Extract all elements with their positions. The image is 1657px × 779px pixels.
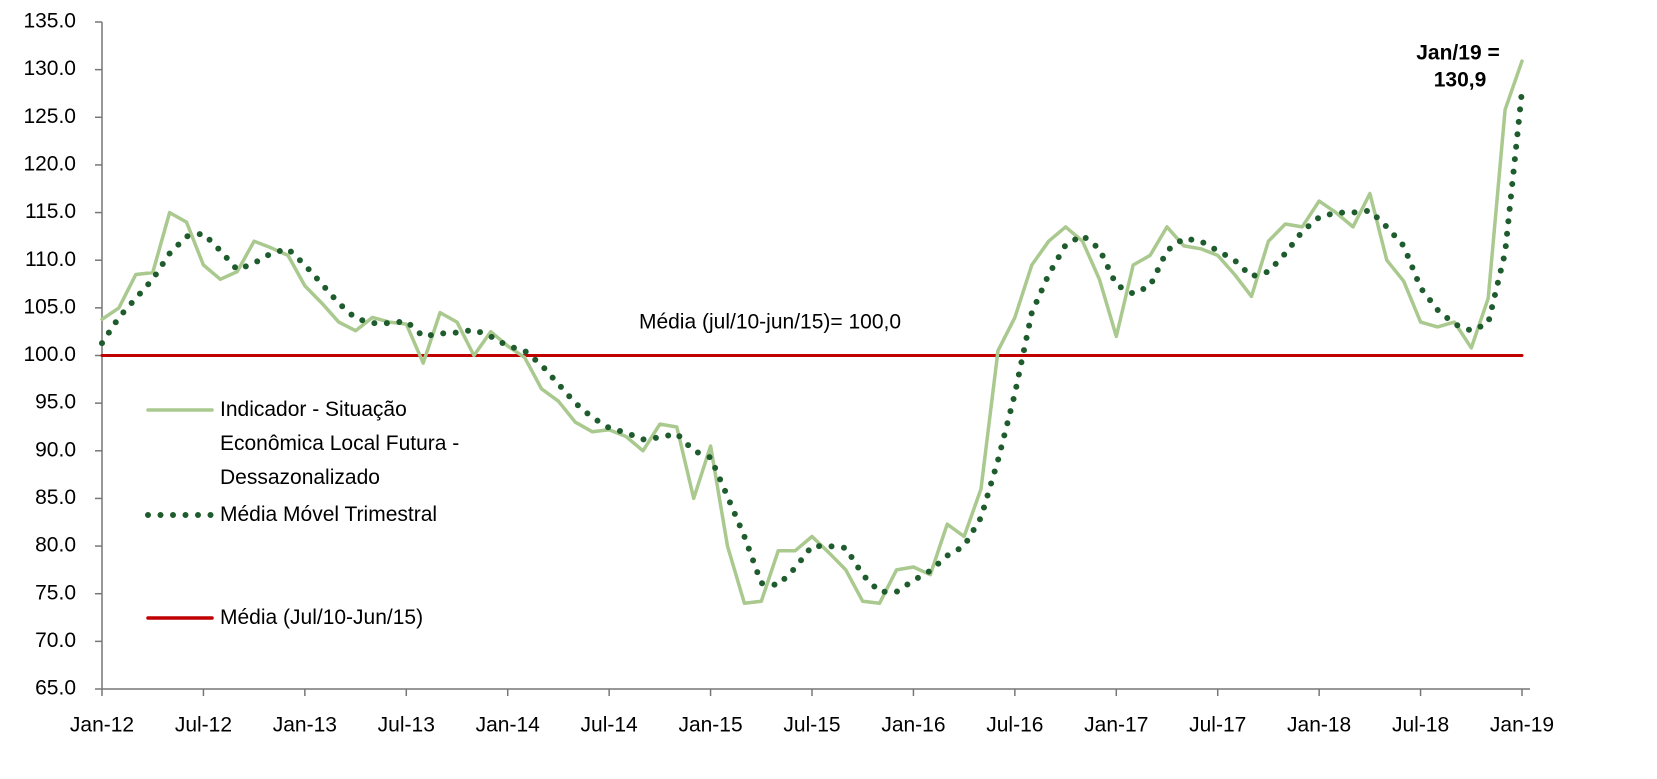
x-tick-label: Jul-17 xyxy=(1189,714,1246,737)
y-tick-label: 80.0 xyxy=(35,534,76,557)
y-tick-label: 75.0 xyxy=(35,581,76,604)
y-tick-label: 130.0 xyxy=(23,57,76,80)
legend-label: Média Móvel Trimestral xyxy=(220,503,438,526)
x-tick-label: Jan-15 xyxy=(678,714,742,737)
y-tick-label: 125.0 xyxy=(23,105,76,128)
legend-label: Média (Jul/10-Jun/15) xyxy=(220,606,424,629)
annotation: Média (jul/10-jun/15)= 100,0 xyxy=(639,311,901,334)
y-tick-label: 85.0 xyxy=(35,486,76,509)
x-tick-label: Jan-13 xyxy=(273,714,337,737)
y-tick-label: 95.0 xyxy=(35,391,76,414)
y-tick-label: 70.0 xyxy=(35,629,76,652)
y-tick-label: 135.0 xyxy=(23,10,76,33)
x-tick-label: Jul-12 xyxy=(175,714,232,737)
x-tick-label: Jan-12 xyxy=(70,714,134,737)
series-line xyxy=(99,87,1525,595)
x-tick-label: Jul-18 xyxy=(1392,714,1449,737)
y-tick-label: 110.0 xyxy=(25,248,76,271)
x-tick-label: Jan-19 xyxy=(1490,714,1554,737)
x-tick-label: Jul-16 xyxy=(986,714,1043,737)
annotation: Jan/19 = xyxy=(1416,42,1499,65)
x-tick-label: Jan-14 xyxy=(476,714,541,737)
y-tick-label: 115.0 xyxy=(25,200,76,223)
y-tick-label: 90.0 xyxy=(35,438,76,461)
x-tick-label: Jan-16 xyxy=(881,714,945,737)
x-tick-label: Jul-13 xyxy=(378,714,435,737)
x-tick-label: Jan-18 xyxy=(1287,714,1351,737)
y-tick-label: 100.0 xyxy=(23,343,76,366)
y-tick-label: 65.0 xyxy=(35,677,76,700)
y-tick-label: 120.0 xyxy=(23,152,76,175)
series-line xyxy=(100,59,1524,605)
legend-label: Indicador - Situação Econômica Local Fut… xyxy=(220,398,460,489)
x-tick-label: Jan-17 xyxy=(1084,714,1148,737)
x-tick-label: Jul-15 xyxy=(783,714,840,737)
y-tick-label: 105.0 xyxy=(23,295,76,318)
x-tick-label: Jul-14 xyxy=(581,714,639,737)
annotation: 130,9 xyxy=(1434,69,1487,92)
